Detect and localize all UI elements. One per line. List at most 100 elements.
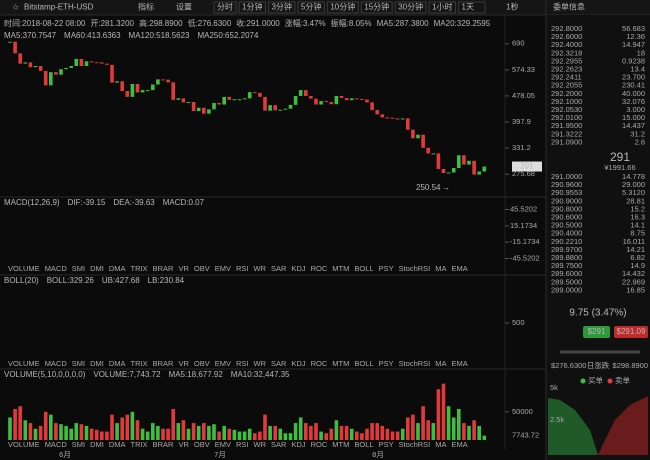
indicator-tab[interactable]: SAR — [271, 359, 287, 368]
candle — [191, 102, 196, 111]
indicator-tab[interactable]: MTM — [332, 264, 349, 273]
indicator-tab[interactable]: ROC — [311, 440, 328, 449]
candle — [181, 98, 186, 103]
period-box[interactable] — [213, 1, 237, 14]
indicator-tab[interactable]: WR — [254, 440, 267, 449]
period-box[interactable] — [360, 1, 393, 14]
indicator-tab[interactable]: DMA — [109, 359, 126, 368]
period-button[interactable]: 15分钟 — [364, 2, 389, 12]
indicator-tab[interactable]: PSY — [379, 359, 394, 368]
indicator-tab[interactable]: RSI — [236, 359, 249, 368]
indicator-tab[interactable]: SMI — [72, 359, 85, 368]
indicator-tab[interactable]: BRAR — [153, 359, 174, 368]
indicator-tab[interactable]: MTM — [332, 440, 349, 449]
volume-bar — [212, 424, 216, 440]
indicator-tab[interactable]: ROC — [311, 359, 328, 368]
indicator-tab[interactable]: DMI — [90, 264, 104, 273]
indicator-tab[interactable]: StochRSI — [399, 359, 431, 368]
indicator-tab[interactable]: VOLUME — [8, 440, 40, 449]
indicator-tab[interactable]: BOLL — [354, 359, 373, 368]
indicator-tab[interactable]: MA — [435, 359, 446, 368]
period-box[interactable] — [267, 1, 296, 14]
indicator-tab[interactable]: KDJ — [291, 359, 305, 368]
indicator-tab[interactable]: WR — [254, 359, 267, 368]
indicator-tab[interactable]: WR — [254, 264, 267, 273]
indicator-tab[interactable]: TRIX — [131, 359, 148, 368]
indicator-tab[interactable]: EMV — [215, 264, 231, 273]
indicators-button[interactable]: 指标 — [138, 2, 154, 12]
symbol[interactable]: Bitstamp-ETH-USD — [24, 3, 94, 12]
indicator-tab[interactable]: VOLUME — [8, 264, 40, 273]
period-button[interactable]: 1天 — [462, 3, 474, 12]
indicator-tab[interactable]: VR — [178, 359, 189, 368]
candle — [441, 168, 446, 174]
indicator-tab[interactable]: TRIX — [131, 264, 148, 273]
indicator-tab[interactable]: MA — [435, 264, 446, 273]
panel-title: 委单信息 — [553, 2, 585, 12]
period-box[interactable] — [326, 1, 359, 14]
indicator-tab[interactable]: KDJ — [291, 264, 305, 273]
buy-button[interactable]: $291 — [588, 327, 606, 336]
indicator-tab[interactable]: OBV — [194, 440, 210, 449]
candle — [375, 110, 379, 115]
indicator-tab[interactable]: KDJ — [291, 440, 305, 449]
period-button[interactable]: 10分钟 — [330, 2, 355, 12]
indicator-tab[interactable]: MA — [435, 440, 446, 449]
sell-button[interactable]: $291.09 — [617, 327, 646, 336]
buy-button-bg[interactable] — [583, 326, 610, 338]
indicator-tab[interactable]: DMA — [109, 440, 126, 449]
indicator-tab[interactable]: TRIX — [131, 440, 148, 449]
indicator-tab[interactable]: SAR — [271, 440, 287, 449]
settings-button[interactable]: 设置 — [176, 2, 192, 12]
speed-button[interactable]: 1秒 — [506, 2, 518, 12]
volume-bar — [451, 417, 456, 440]
indicator-tab[interactable]: SMI — [72, 264, 85, 273]
indicator-tab[interactable]: VR — [178, 440, 189, 449]
period-button[interactable]: 5分钟 — [301, 2, 321, 12]
day-low: $276.6300 — [551, 361, 586, 370]
indicator-tab[interactable]: DMA — [109, 264, 126, 273]
period-button[interactable]: 3分钟 — [271, 2, 291, 12]
indicator-tab[interactable]: SMI — [72, 440, 85, 449]
info-item: 收:291.0000 — [236, 18, 280, 28]
indicator-tab[interactable]: StochRSI — [399, 264, 431, 273]
volume-bar — [237, 431, 242, 440]
period-box[interactable] — [458, 1, 486, 14]
indicator-tab[interactable]: DMI — [90, 359, 104, 368]
indicator-tab[interactable]: BOLL — [354, 440, 373, 449]
indicator-tab[interactable]: EMA — [452, 359, 468, 368]
period-button[interactable]: 分时 — [217, 2, 233, 12]
period-button[interactable]: 1小时 — [432, 2, 452, 12]
indicator-tab[interactable]: MACD — [45, 440, 68, 449]
indicator-tab[interactable]: MACD — [45, 359, 68, 368]
period-button[interactable]: 30分钟 — [398, 2, 423, 12]
indicator-tab[interactable]: OBV — [194, 359, 210, 368]
indicator-tab[interactable]: DMI — [90, 440, 104, 449]
indicator-tab[interactable]: ROC — [311, 264, 328, 273]
indicator-tab[interactable]: EMA — [452, 264, 468, 273]
indicator-tab[interactable]: StochRSI — [399, 440, 431, 449]
indicator-tab[interactable]: VOLUME — [8, 359, 40, 368]
indicator-tab[interactable]: MACD — [45, 264, 68, 273]
period-box[interactable] — [297, 1, 325, 14]
indicator-tab[interactable]: EMA — [452, 440, 468, 449]
indicator-tab[interactable]: RSI — [236, 264, 249, 273]
indicator-tab[interactable]: BRAR — [153, 440, 174, 449]
indicator-tab[interactable]: OBV — [194, 264, 210, 273]
indicator-tab[interactable]: VR — [178, 264, 189, 273]
volume-bar — [110, 414, 114, 440]
indicator-tab[interactable]: BRAR — [153, 264, 174, 273]
indicator-tab[interactable]: PSY — [379, 440, 394, 449]
indicator-tab[interactable]: BOLL — [354, 264, 373, 273]
indicator-tab[interactable]: RSI — [236, 440, 249, 449]
sell-button-bg[interactable] — [614, 326, 648, 338]
indicator-tab[interactable]: SAR — [271, 264, 287, 273]
indicator-tab[interactable]: EMV — [215, 440, 231, 449]
indicator-tab[interactable]: PSY — [379, 264, 394, 273]
indicator-tab[interactable]: EMV — [215, 359, 231, 368]
period-box[interactable] — [238, 1, 266, 14]
period-button[interactable]: 1分钟 — [242, 2, 262, 12]
period-box[interactable] — [394, 1, 427, 14]
indicator-tab[interactable]: MTM — [332, 359, 349, 368]
period-box[interactable] — [428, 1, 457, 14]
